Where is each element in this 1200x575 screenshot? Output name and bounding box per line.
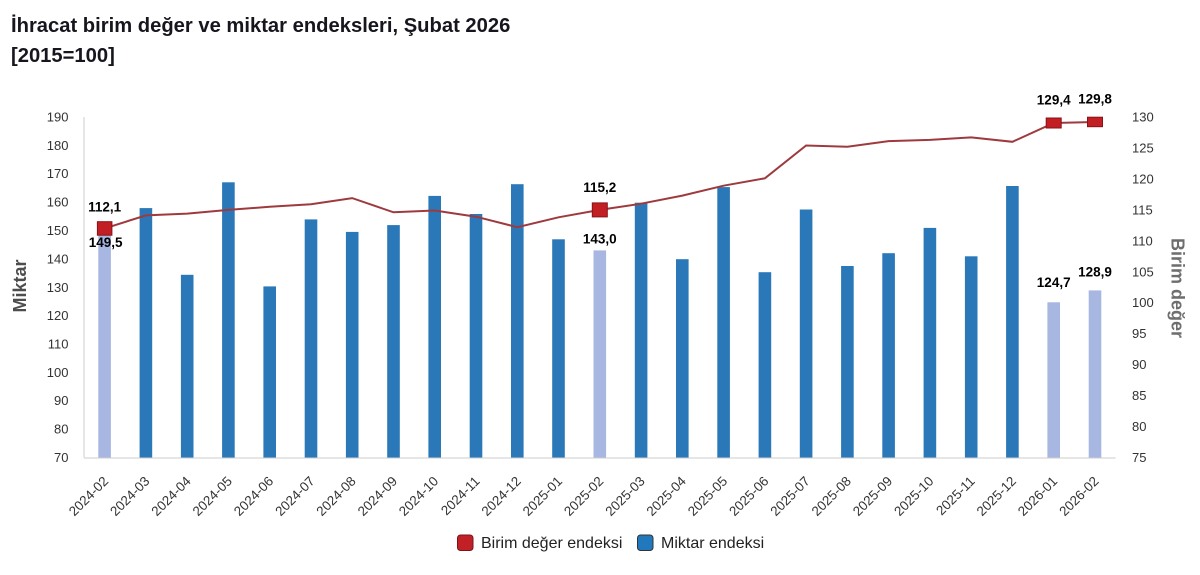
svg-text:190: 190 — [47, 110, 69, 125]
svg-text:115,2: 115,2 — [583, 180, 616, 195]
svg-text:90: 90 — [54, 393, 68, 408]
svg-text:130: 130 — [47, 280, 69, 295]
svg-text:Miktar: Miktar — [10, 259, 30, 312]
svg-text:Birim değer endeksi: Birim değer endeksi — [481, 535, 622, 552]
svg-text:100: 100 — [1132, 295, 1154, 310]
svg-text:149,5: 149,5 — [89, 235, 123, 250]
svg-text:80: 80 — [54, 422, 68, 437]
svg-text:[2015=100]: [2015=100] — [11, 45, 115, 67]
svg-text:İhracat birim değer ve miktar: İhracat birim değer ve miktar endeksleri… — [11, 14, 510, 37]
svg-text:180: 180 — [47, 138, 69, 153]
svg-text:Birim değer: Birim değer — [1168, 238, 1188, 338]
svg-text:112,1: 112,1 — [88, 200, 122, 215]
svg-text:129,8: 129,8 — [1078, 92, 1112, 107]
svg-text:80: 80 — [1132, 419, 1146, 434]
svg-text:115: 115 — [1132, 202, 1153, 217]
svg-text:120: 120 — [1132, 171, 1154, 186]
svg-text:Miktar endeksi: Miktar endeksi — [661, 535, 764, 552]
svg-text:150: 150 — [47, 223, 69, 238]
svg-text:105: 105 — [1132, 264, 1154, 279]
svg-text:160: 160 — [47, 195, 69, 210]
svg-text:95: 95 — [1132, 326, 1146, 341]
svg-text:110: 110 — [1132, 233, 1153, 248]
svg-text:124,7: 124,7 — [1037, 275, 1071, 290]
svg-text:85: 85 — [1132, 388, 1146, 403]
svg-text:170: 170 — [47, 166, 69, 181]
svg-text:125: 125 — [1132, 141, 1154, 156]
svg-text:140: 140 — [47, 251, 69, 266]
svg-text:129,4: 129,4 — [1037, 93, 1071, 108]
svg-text:70: 70 — [54, 450, 68, 465]
svg-text:100: 100 — [47, 365, 69, 380]
svg-text:90: 90 — [1132, 357, 1146, 372]
svg-text:120: 120 — [47, 308, 69, 323]
svg-text:143,0: 143,0 — [583, 232, 617, 247]
svg-text:130: 130 — [1132, 110, 1154, 125]
svg-text:110: 110 — [48, 337, 69, 352]
svg-text:75: 75 — [1132, 450, 1146, 465]
svg-text:128,9: 128,9 — [1078, 265, 1112, 280]
